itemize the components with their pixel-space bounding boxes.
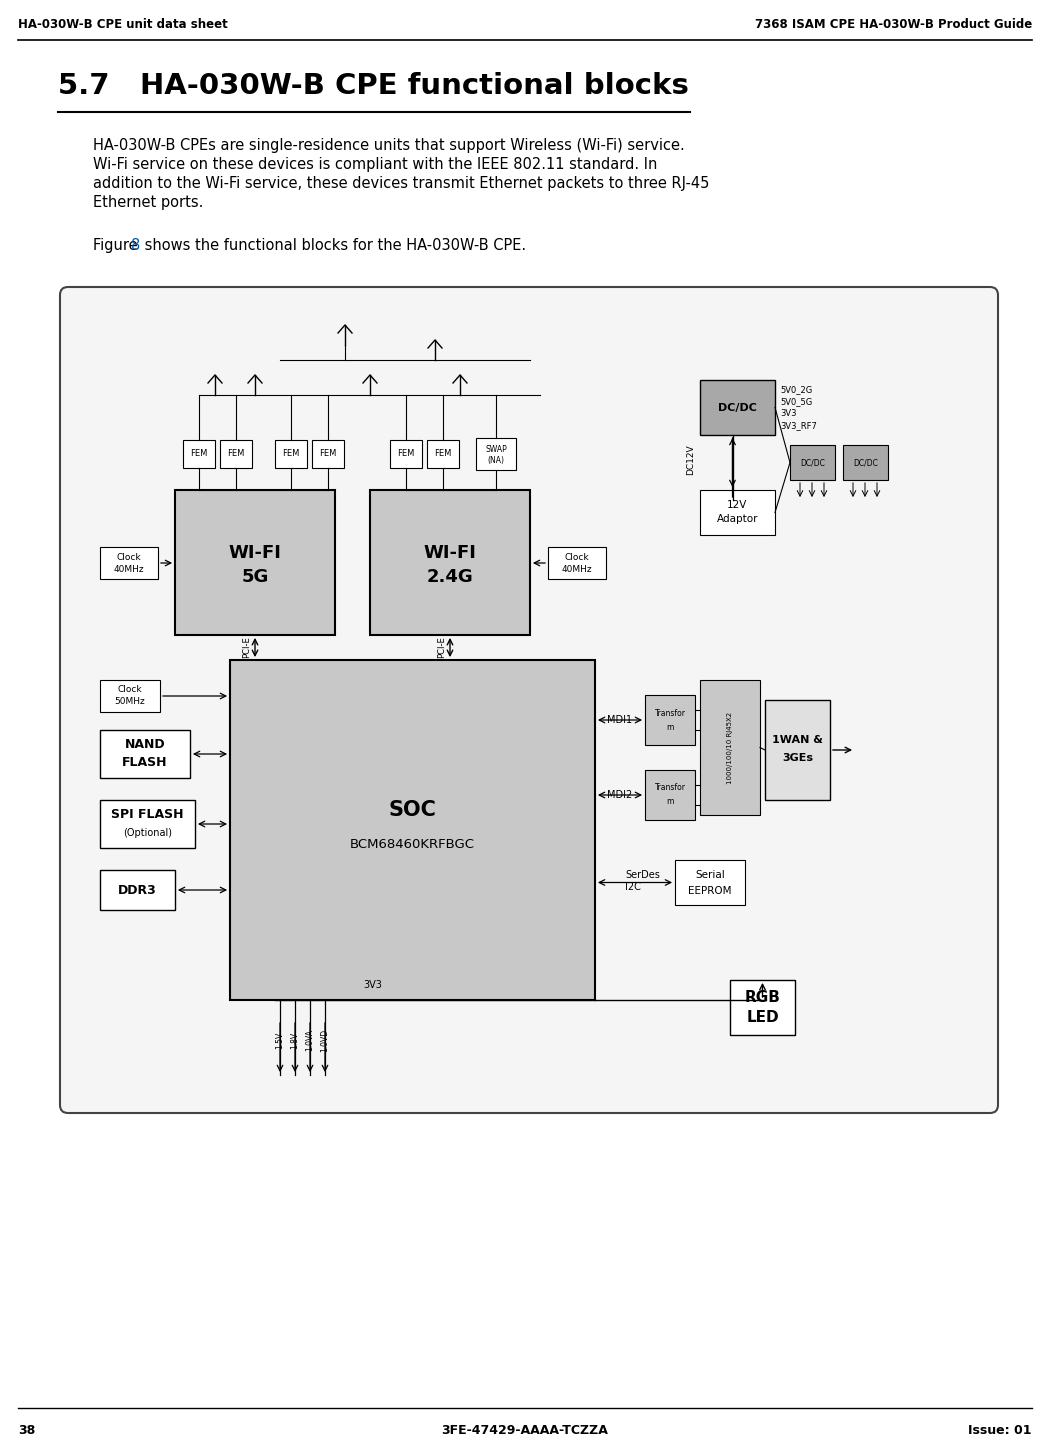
Text: 40MHz: 40MHz: [562, 564, 592, 574]
Text: 38: 38: [18, 1425, 36, 1438]
Bar: [548, 547, 606, 580]
Text: FEM: FEM: [190, 450, 208, 459]
Text: shows the functional blocks for the HA-030W-B CPE.: shows the functional blocks for the HA-0…: [140, 238, 526, 252]
Text: DC/DC: DC/DC: [853, 459, 878, 467]
Text: RGB: RGB: [744, 991, 780, 1005]
Text: 40MHz: 40MHz: [113, 564, 144, 574]
Text: NAND: NAND: [125, 738, 165, 751]
Text: Ethernet ports.: Ethernet ports.: [93, 195, 204, 211]
Text: 8: 8: [131, 238, 141, 252]
Bar: [100, 730, 190, 779]
Text: 7368 ISAM CPE HA-030W-B Product Guide: 7368 ISAM CPE HA-030W-B Product Guide: [755, 17, 1032, 30]
Text: 3FE-47429-AAAA-TCZZA: 3FE-47429-AAAA-TCZZA: [442, 1425, 608, 1438]
Text: 1.0VD: 1.0VD: [320, 1028, 330, 1051]
Text: FLASH: FLASH: [122, 757, 168, 770]
Text: FEM: FEM: [435, 450, 452, 459]
Text: MDI1: MDI1: [608, 715, 632, 725]
Text: WI-FI: WI-FI: [229, 544, 281, 561]
Text: Issue: 01: Issue: 01: [968, 1425, 1032, 1438]
Bar: [100, 547, 158, 580]
Text: addition to the Wi-Fi service, these devices transmit Ethernet packets to three : addition to the Wi-Fi service, these dev…: [93, 176, 710, 190]
Bar: [765, 699, 830, 800]
Text: Clock: Clock: [118, 685, 143, 695]
Text: 5.7   HA-030W-B CPE functional blocks: 5.7 HA-030W-B CPE functional blocks: [58, 72, 689, 99]
Bar: [843, 446, 888, 480]
Bar: [100, 681, 160, 712]
Text: MDI2: MDI2: [607, 790, 632, 800]
Text: 5G: 5G: [242, 568, 269, 587]
Bar: [312, 440, 344, 469]
Text: 50MHz: 50MHz: [114, 698, 145, 707]
Text: Transfor: Transfor: [654, 708, 686, 718]
Text: 2.4G: 2.4G: [426, 568, 474, 587]
Bar: [790, 446, 835, 480]
Text: Clock: Clock: [117, 552, 142, 561]
Text: 1.5V: 1.5V: [275, 1031, 285, 1048]
Text: I2C: I2C: [625, 883, 640, 893]
Bar: [730, 981, 795, 1035]
Text: 3V3: 3V3: [363, 981, 382, 991]
Text: (NA): (NA): [487, 456, 504, 464]
Text: SPI FLASH: SPI FLASH: [111, 809, 184, 822]
Bar: [427, 440, 459, 469]
Bar: [220, 440, 252, 469]
Text: Adaptor: Adaptor: [717, 515, 758, 525]
Text: DC/DC: DC/DC: [718, 402, 757, 412]
Text: HA-030W-B CPEs are single-residence units that support Wireless (Wi-Fi) service.: HA-030W-B CPEs are single-residence unit…: [93, 138, 685, 153]
Text: DC/DC: DC/DC: [800, 459, 825, 467]
FancyBboxPatch shape: [60, 287, 997, 1113]
Bar: [675, 859, 745, 906]
Bar: [175, 490, 335, 634]
Bar: [230, 660, 595, 999]
Text: 12V: 12V: [728, 500, 748, 510]
Text: DDR3: DDR3: [118, 884, 156, 897]
Text: SWAP: SWAP: [485, 444, 507, 453]
Bar: [100, 800, 195, 848]
Bar: [275, 440, 307, 469]
Bar: [100, 870, 175, 910]
Text: 1.8V: 1.8V: [291, 1031, 299, 1048]
Text: 1WAN &: 1WAN &: [772, 735, 823, 746]
Text: 3V3: 3V3: [780, 410, 797, 418]
Text: 3V3_RF7: 3V3_RF7: [780, 421, 817, 431]
Bar: [476, 438, 516, 470]
Text: DC12V: DC12V: [686, 444, 695, 476]
Text: FEM: FEM: [227, 450, 245, 459]
Bar: [700, 381, 775, 435]
Text: FEM: FEM: [319, 450, 337, 459]
Bar: [700, 490, 775, 535]
Text: 1000/100/10 RJ45X2: 1000/100/10 RJ45X2: [727, 711, 733, 783]
Text: PCI-E: PCI-E: [243, 636, 252, 659]
Text: FEM: FEM: [397, 450, 415, 459]
Bar: [645, 695, 695, 746]
Text: WI-FI: WI-FI: [423, 544, 477, 561]
Bar: [183, 440, 215, 469]
Text: FEM: FEM: [282, 450, 299, 459]
Text: 5V0_2G: 5V0_2G: [780, 385, 813, 395]
Text: Wi-Fi service on these devices is compliant with the IEEE 802.11 standard. In: Wi-Fi service on these devices is compli…: [93, 157, 657, 172]
Text: SerDes: SerDes: [625, 870, 659, 880]
Bar: [700, 681, 760, 815]
Text: PCI-E: PCI-E: [438, 636, 446, 659]
Text: 3GEs: 3GEs: [782, 753, 813, 763]
Text: Clock: Clock: [565, 552, 589, 561]
Text: 1.0VA: 1.0VA: [306, 1030, 315, 1051]
Text: BCM68460KRFBGC: BCM68460KRFBGC: [350, 838, 475, 851]
Text: Serial: Serial: [695, 870, 724, 880]
Text: m: m: [667, 797, 674, 806]
Bar: [390, 440, 422, 469]
Text: LED: LED: [747, 1009, 779, 1025]
Bar: [370, 490, 530, 634]
Text: (Optional): (Optional): [123, 828, 172, 838]
Text: 5V0_5G: 5V0_5G: [780, 398, 813, 407]
Text: SOC: SOC: [388, 800, 437, 820]
Text: Figure: Figure: [93, 238, 142, 252]
Text: m: m: [667, 722, 674, 731]
Text: HA-030W-B CPE unit data sheet: HA-030W-B CPE unit data sheet: [18, 17, 228, 30]
Text: Transfor: Transfor: [654, 783, 686, 793]
Bar: [645, 770, 695, 820]
Text: EEPROM: EEPROM: [688, 885, 732, 895]
